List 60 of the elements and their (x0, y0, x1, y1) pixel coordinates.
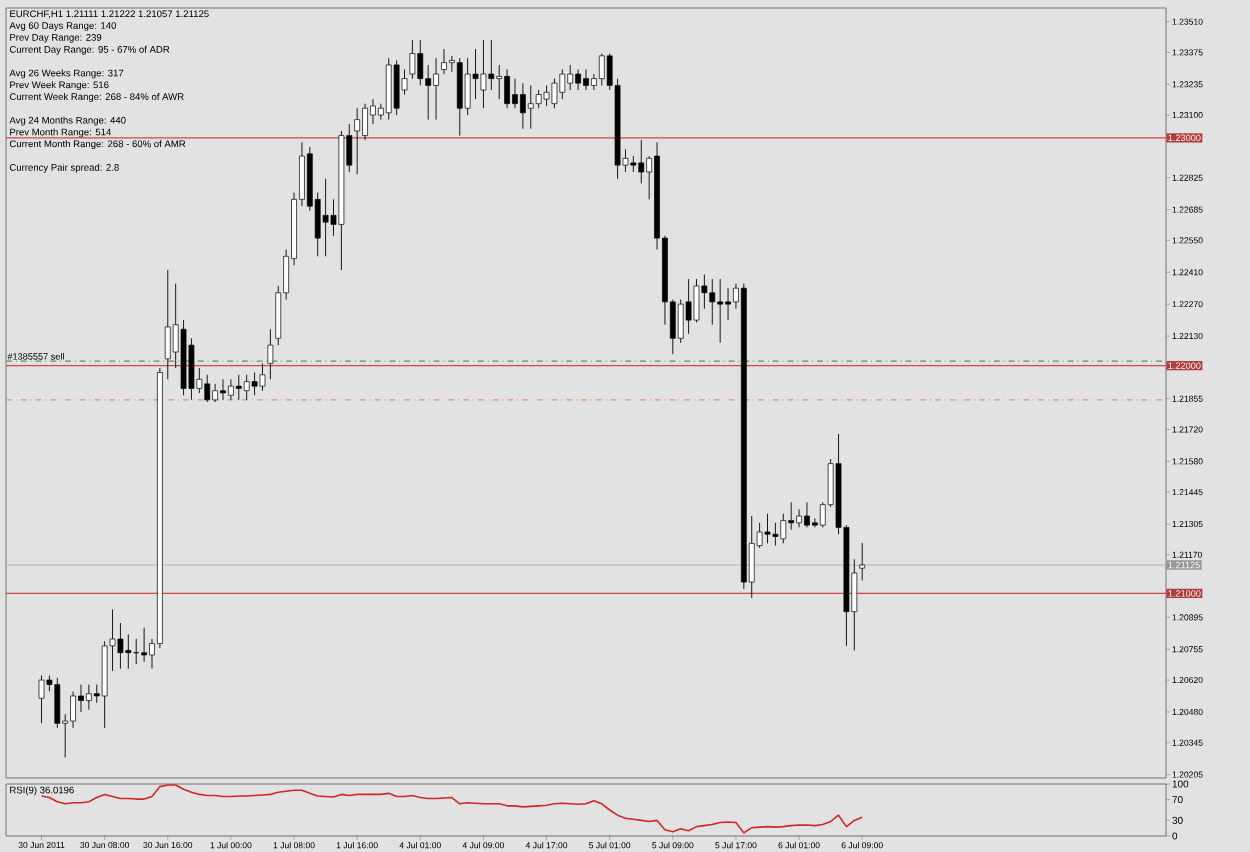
candlestick (409, 39, 416, 80)
candlestick (630, 155, 637, 173)
candlestick (796, 508, 802, 528)
candlestick (717, 278, 724, 344)
candlestick (772, 522, 779, 547)
candlestick (456, 57, 463, 137)
candlestick (204, 374, 211, 403)
candlestick (575, 69, 581, 91)
candlestick (85, 684, 92, 711)
candlestick (488, 39, 495, 91)
candlestick (725, 287, 731, 321)
candlestick (740, 283, 747, 590)
candlestick (520, 82, 526, 130)
candlestick (125, 634, 132, 670)
candlestick (780, 513, 787, 544)
candlestick (543, 85, 550, 107)
candlestick (504, 69, 510, 109)
candlestick (164, 269, 171, 380)
candlestick (54, 677, 61, 729)
candlestick (117, 622, 124, 670)
candlestick (764, 513, 771, 544)
candlestick (220, 378, 226, 401)
candlestick (259, 362, 266, 392)
candlestick (212, 383, 218, 403)
candlestick (496, 64, 503, 100)
candlestick (464, 57, 471, 116)
candlestick (638, 139, 645, 184)
candlestick (354, 107, 361, 175)
candlestick (362, 103, 368, 141)
candlestick (804, 501, 810, 528)
candlestick (141, 627, 147, 663)
candlestick (441, 48, 447, 75)
candlestick (267, 328, 274, 380)
candlestick (788, 501, 795, 531)
candlestick (188, 337, 195, 401)
candlestick (180, 319, 187, 396)
candlestick (859, 542, 866, 581)
candlestick (583, 69, 589, 91)
candlestick (235, 374, 242, 401)
candlestick (685, 278, 692, 335)
candlestick (393, 59, 400, 116)
candlestick (251, 372, 258, 396)
candlestick (157, 367, 163, 649)
candlestick (338, 130, 345, 271)
candlestick (322, 178, 329, 257)
candlestick (567, 64, 574, 91)
candlestick (709, 278, 716, 326)
candlestick (417, 39, 424, 86)
candlestick (433, 57, 439, 121)
candlestick (101, 640, 108, 729)
candlestick (551, 78, 558, 109)
candlestick (527, 85, 534, 130)
candlestick (480, 39, 487, 109)
candlestick (243, 374, 250, 401)
candlestick (512, 78, 518, 109)
candlestick (535, 89, 542, 109)
candlestick (70, 690, 76, 729)
candlestick (228, 378, 234, 401)
candlestick (38, 675, 45, 724)
candlestick (385, 57, 392, 121)
